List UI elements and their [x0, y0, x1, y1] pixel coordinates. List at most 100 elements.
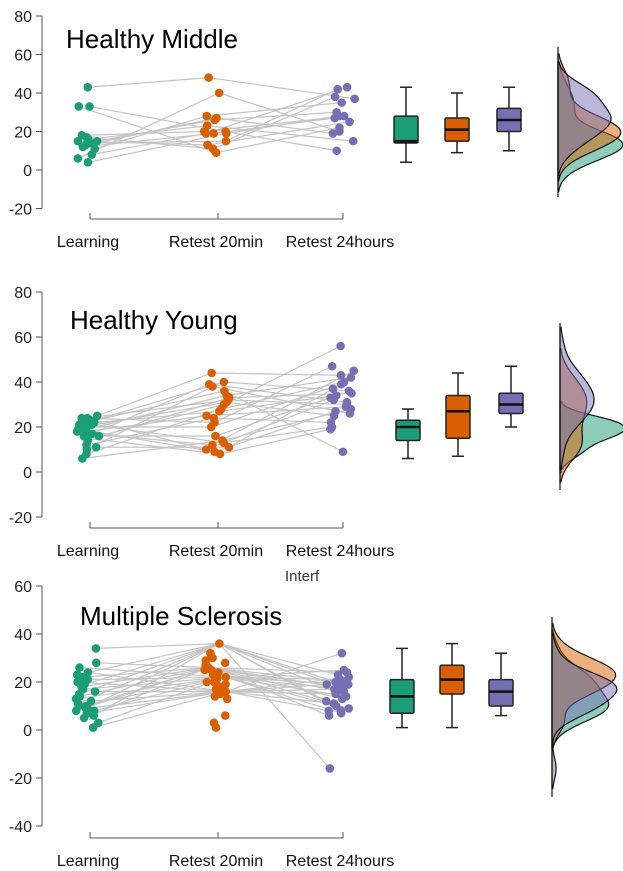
data-point: [337, 98, 346, 107]
pair-line: [225, 676, 344, 690]
x-tick-label: Learning: [57, 234, 119, 251]
data-point: [224, 442, 234, 452]
pair-line: [221, 381, 345, 410]
data-point: [215, 406, 224, 416]
pair-line: [209, 383, 348, 403]
data-point: [349, 366, 359, 376]
pair-line: [77, 92, 220, 159]
panel-1: Healthy Middle 80 60 40 20 0 -20 Learning Retest…: [9, 9, 623, 251]
pair-line: [225, 652, 343, 693]
data-point: [92, 136, 102, 146]
data-point: [330, 113, 339, 123]
data-point: [204, 73, 213, 82]
data-point: [220, 658, 230, 668]
data-point: [328, 129, 338, 138]
pair-line: [94, 115, 207, 150]
data-point: [201, 445, 211, 454]
data-point: [79, 713, 89, 723]
pair-line: [79, 643, 220, 695]
data-point: [83, 82, 93, 92]
data-point: [215, 449, 225, 459]
pair-line: [86, 417, 214, 446]
pair-line: [218, 92, 340, 133]
pair-line: [223, 345, 341, 406]
pair-line: [222, 408, 352, 442]
data-point: [345, 409, 355, 418]
data-point: [83, 158, 93, 167]
pair-line: [97, 372, 212, 417]
pair-line: [208, 77, 355, 100]
data-point: [344, 704, 354, 713]
x-tick-label: Retest 20min: [169, 853, 263, 870]
data-point: [206, 422, 216, 432]
panel-title: Healthy Middle: [66, 24, 238, 54]
data-point: [326, 424, 335, 434]
y-tick-label: 60: [14, 48, 32, 65]
data-point: [215, 639, 224, 648]
panel-3: Multiple Sclerosis 60 40 20 0 -20 -40 Learning R…: [9, 579, 618, 870]
pair-line: [218, 643, 331, 769]
pair-line: [225, 88, 338, 142]
pair-line: [205, 86, 348, 134]
pair-line: [79, 667, 209, 697]
data-point: [214, 88, 224, 98]
pair-line: [206, 102, 342, 117]
pair-line: [219, 428, 331, 455]
pair-line: [89, 105, 226, 133]
data-point: [336, 708, 346, 718]
data-point: [210, 692, 220, 701]
pair-line: [225, 691, 336, 695]
pair-line: [211, 372, 341, 376]
data-point: [325, 764, 335, 773]
pair-line: [214, 365, 333, 424]
pair-line: [77, 643, 220, 705]
pair-line: [225, 688, 335, 693]
y-tick-label: 40: [14, 375, 32, 392]
data-point: [211, 148, 221, 157]
data-point: [327, 361, 337, 371]
panel-title: Multiple Sclerosis: [80, 601, 282, 631]
pair-line: [86, 385, 213, 451]
data-point: [221, 129, 231, 138]
pair-line: [91, 132, 207, 156]
x-tick-label: Retest 24hours: [286, 234, 395, 251]
pair-line: [91, 383, 210, 435]
data-point: [321, 696, 331, 706]
data-point: [78, 454, 87, 463]
y-tick-label: 20: [14, 420, 32, 437]
y-tick-label: 0: [23, 465, 32, 482]
data-point: [208, 382, 217, 391]
data-point: [329, 395, 339, 405]
data-point: [73, 136, 83, 146]
data-point: [202, 111, 212, 121]
data-point: [329, 411, 339, 421]
pair-line: [96, 662, 209, 669]
data-point: [78, 142, 88, 152]
data-point: [338, 694, 347, 704]
density-curve: [557, 61, 612, 177]
data-point: [346, 373, 356, 382]
pair-line: [225, 676, 349, 693]
pair-line: [207, 121, 350, 146]
data-point: [331, 689, 340, 699]
data-point: [219, 377, 229, 387]
pair-line: [225, 691, 334, 705]
pair-line: [225, 130, 337, 152]
y-tick-label: 0: [23, 723, 32, 740]
pair-line: [93, 691, 226, 729]
pair-line: [76, 667, 209, 712]
pair-line: [212, 385, 351, 415]
data-point: [333, 84, 343, 94]
density-curve: [551, 632, 618, 790]
data-point: [345, 117, 354, 127]
data-point: [211, 431, 220, 441]
data-point: [211, 723, 221, 732]
pair-line: [214, 111, 337, 121]
pair-line: [219, 643, 338, 693]
data-point: [202, 411, 211, 421]
pair-line: [225, 691, 329, 712]
data-point: [85, 102, 94, 111]
pair-line: [87, 132, 227, 163]
y-tick-label: -20: [9, 510, 32, 527]
